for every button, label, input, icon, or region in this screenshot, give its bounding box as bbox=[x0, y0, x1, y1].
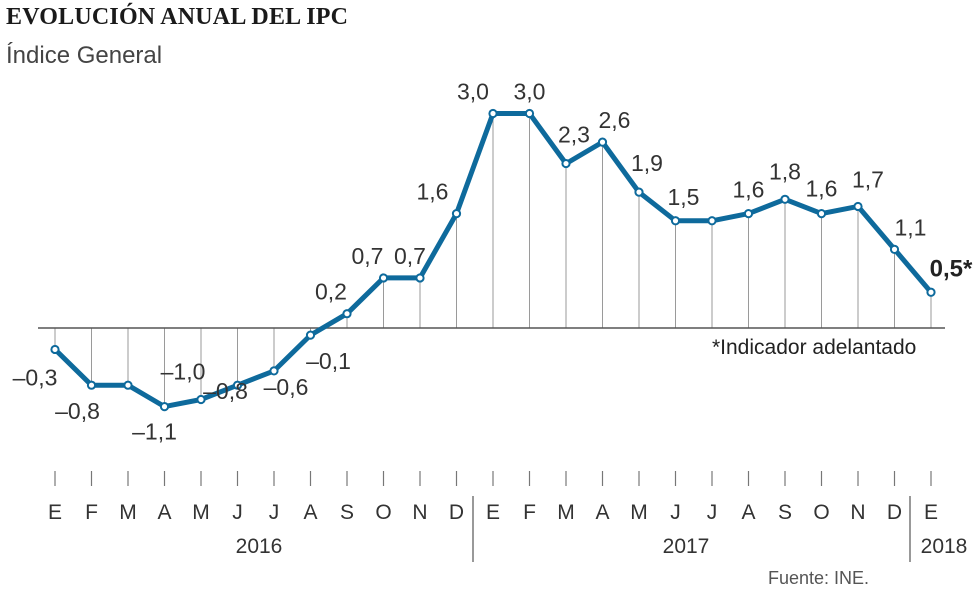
data-point bbox=[123, 380, 133, 390]
data-label: 3,0 bbox=[514, 79, 546, 105]
x-tick-label: E bbox=[486, 501, 500, 524]
data-point bbox=[853, 201, 863, 212]
x-tick-label: M bbox=[192, 501, 210, 524]
x-tick-label: D bbox=[887, 501, 902, 524]
source-note: Fuente: INE. bbox=[768, 568, 870, 588]
data-label: 2,6 bbox=[599, 107, 631, 133]
x-tick-label: F bbox=[523, 501, 536, 524]
x-tick-label: A bbox=[303, 501, 317, 524]
data-point bbox=[670, 216, 681, 226]
x-tick-label: E bbox=[48, 501, 62, 524]
data-label: 0,7 bbox=[394, 243, 426, 269]
x-tick-label: S bbox=[340, 501, 354, 524]
data-label: –1,1 bbox=[132, 419, 177, 445]
x-tick-label: J bbox=[269, 501, 280, 524]
data-label: 1,5 bbox=[668, 184, 700, 210]
x-tick-label: M bbox=[630, 501, 648, 524]
data-point bbox=[415, 273, 425, 283]
data-label: 1,8 bbox=[769, 158, 801, 184]
data-label: 1,6 bbox=[733, 177, 765, 203]
data-label: –0,8 bbox=[203, 378, 248, 404]
data-point bbox=[926, 287, 936, 297]
data-point bbox=[561, 158, 571, 169]
year-label: 2017 bbox=[663, 535, 710, 558]
x-tick-label: A bbox=[157, 501, 171, 524]
data-label: –0,3 bbox=[13, 364, 58, 390]
data-label: 1,6 bbox=[806, 176, 838, 202]
data-label: –0,1 bbox=[306, 348, 351, 374]
data-point bbox=[743, 209, 754, 219]
data-point bbox=[159, 402, 170, 412]
x-tick-label: J bbox=[232, 501, 243, 524]
data-point bbox=[780, 194, 790, 204]
data-point bbox=[889, 244, 900, 254]
data-point bbox=[451, 209, 462, 219]
data-labels: –0,3–0,8–1,1–1,0–0,8 –0,6–0,10,20,7 0,71,6… bbox=[13, 79, 973, 445]
footnote-indicator: *Indicador adelantado bbox=[712, 336, 917, 359]
x-tick-label: M bbox=[119, 501, 137, 524]
data-point bbox=[378, 273, 389, 283]
data-label: 1,7 bbox=[852, 166, 884, 192]
x-tick-label: F bbox=[85, 501, 98, 524]
data-point bbox=[50, 344, 60, 355]
x-tick-label: O bbox=[813, 501, 829, 524]
x-tick-label: D bbox=[449, 501, 464, 524]
data-point bbox=[269, 366, 279, 376]
data-point bbox=[707, 216, 717, 226]
data-point bbox=[524, 108, 535, 119]
x-tick-label: N bbox=[412, 501, 427, 524]
x-tick-label: O bbox=[375, 501, 391, 524]
data-point bbox=[342, 309, 352, 319]
data-point bbox=[196, 394, 206, 405]
data-point bbox=[634, 187, 644, 197]
year-label: 2018 bbox=[921, 535, 968, 558]
data-label: 3,0 bbox=[457, 79, 489, 105]
data-point bbox=[816, 209, 827, 219]
chart-subtitle: Índice General bbox=[6, 42, 163, 69]
data-label: 1,6 bbox=[417, 179, 449, 205]
data-point bbox=[305, 330, 316, 340]
x-tick-label: S bbox=[778, 501, 792, 524]
year-label: 2016 bbox=[236, 535, 283, 558]
data-label: 2,3 bbox=[558, 122, 590, 148]
data-label: 0,2 bbox=[315, 279, 347, 305]
data-label: 1,1 bbox=[895, 214, 927, 240]
x-tick-label: A bbox=[595, 501, 609, 524]
x-tick-label: E bbox=[924, 501, 938, 524]
x-tick-label: N bbox=[850, 501, 865, 524]
x-tick-label: J bbox=[707, 501, 718, 524]
x-tick-label: M bbox=[557, 501, 575, 524]
data-points bbox=[50, 108, 936, 412]
data-label: –0,8 bbox=[55, 398, 100, 424]
chart-title: EVOLUCIÓN ANUAL DEL IPC bbox=[6, 4, 349, 30]
data-label: 1,9 bbox=[631, 150, 663, 176]
data-label: –0,6 bbox=[264, 374, 309, 400]
data-label: –1,0 bbox=[161, 359, 206, 385]
data-point bbox=[86, 380, 97, 390]
data-label: 0,5* bbox=[930, 255, 973, 282]
x-tick-label: J bbox=[670, 501, 681, 524]
data-label: 0,7 bbox=[352, 243, 384, 269]
data-point bbox=[232, 380, 243, 390]
data-point bbox=[488, 108, 498, 119]
data-point bbox=[597, 137, 608, 147]
drop-lines bbox=[54, 113, 932, 407]
x-tick-label: A bbox=[741, 501, 755, 524]
